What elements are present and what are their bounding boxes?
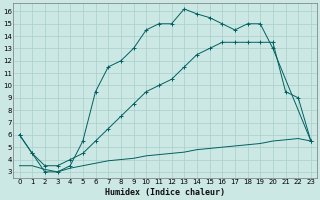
X-axis label: Humidex (Indice chaleur): Humidex (Indice chaleur) xyxy=(105,188,225,197)
